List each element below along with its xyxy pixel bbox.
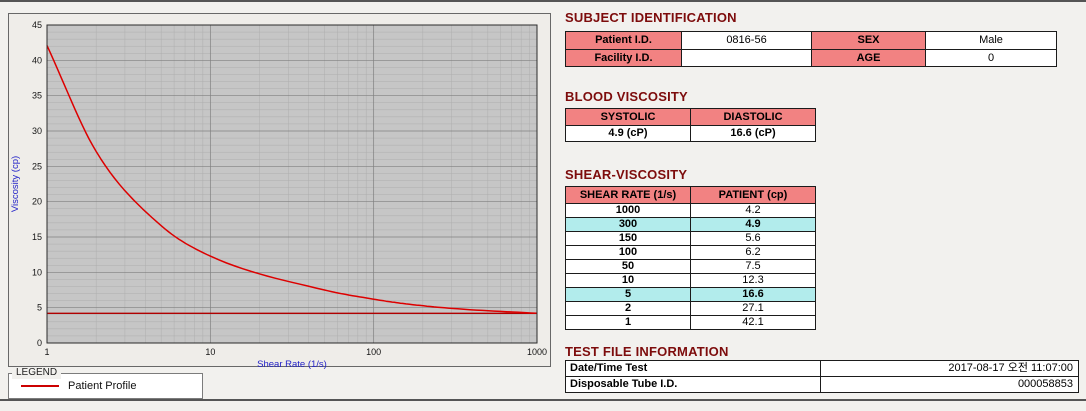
patient-cp-header: PATIENT (cp) [690,186,816,204]
viscosity-cell: 4.2 [690,203,816,218]
shear-rate-cell: 1000 [565,203,691,218]
svg-text:Viscosity (cp): Viscosity (cp) [10,156,21,212]
legend-box: LEGEND Patient Profile [8,367,203,399]
shear-viscosity-title: SHEAR-VISCOSITY [565,167,688,182]
shear-rate-cell: 50 [565,259,691,274]
svg-text:20: 20 [32,197,42,207]
date-time-test-label: Date/Time Test [565,360,821,377]
shear-rate-header: SHEAR RATE (1/s) [565,186,691,204]
shear-rate-cell: 1 [565,315,691,330]
svg-text:15: 15 [32,232,42,242]
patient-profile-label: Patient Profile [68,380,137,392]
shear-rate-cell: 2 [565,301,691,316]
sex-label: SEX [811,31,926,50]
svg-text:100: 100 [366,347,381,357]
test-file-information-table: Date/Time Test 2017-08-17 오전 11:07:00 Di… [565,360,1079,393]
table-row: 10 12.3 [565,273,816,288]
blood-viscosity-title: BLOOD VISCOSITY [565,89,688,104]
svg-text:5: 5 [37,303,42,313]
subject-identification-title: SUBJECT IDENTIFICATION [565,10,737,25]
table-row: 100 6.2 [565,245,816,260]
svg-text:Shear Rate (1/s): Shear Rate (1/s) [257,359,327,370]
shear-rate-cell: 100 [565,245,691,260]
facility-id-label: Facility I.D. [565,49,682,67]
viscosity-chart-panel: 0 5 10 15 20 25 30 35 40 45 1 10 100 1000 Shear Rate (… [8,13,551,370]
shear-rate-cell: 5 [565,287,691,302]
svg-text:35: 35 [32,91,42,101]
shear-viscosity-table: SHEAR RATE (1/s) PATIENT (cp) 1000 4.2 3… [565,186,816,330]
svg-text:30: 30 [32,126,42,136]
svg-text:10: 10 [205,347,215,357]
patient-id-label: Patient I.D. [565,31,682,50]
table-row: Disposable Tube I.D. 000058853 [565,376,1079,393]
viscosity-cell: 6.2 [690,245,816,260]
table-row: 50 7.5 [565,259,816,274]
viscosity-cell: 5.6 [690,231,816,246]
svg-text:10: 10 [32,267,42,277]
legend-entry: Patient Profile [9,374,202,398]
facility-id-value [681,49,812,67]
date-time-test-value: 2017-08-17 오전 11:07:00 [820,360,1079,377]
age-label: AGE [811,49,926,67]
viscosity-cell: 27.1 [690,301,816,316]
viscosity-cell: 16.6 [690,287,816,302]
age-value: 0 [925,49,1057,67]
viscosity-cell: 7.5 [690,259,816,274]
svg-text:25: 25 [32,161,42,171]
disposable-tube-id-value: 000058853 [820,376,1079,393]
subject-identification-table: Patient I.D. 0816-56 SEX Male Facility I… [565,31,1057,67]
top-divider [0,0,1086,2]
table-row: Facility I.D. AGE 0 [565,49,1057,67]
systolic-header: SYSTOLIC [565,108,691,126]
table-row: 150 5.6 [565,231,816,246]
test-file-information-title: TEST FILE INFORMATION [565,344,729,359]
shear-rate-cell: 150 [565,231,691,246]
svg-text:1: 1 [44,347,49,357]
table-row: 2 27.1 [565,301,816,316]
viscosity-chart: 0 5 10 15 20 25 30 35 40 45 1 10 100 1000 Shear Rate (… [10,20,547,370]
table-row: SYSTOLIC DIASTOLIC [565,108,816,126]
svg-text:0: 0 [37,338,42,348]
table-row: Patient I.D. 0816-56 SEX Male [565,31,1057,50]
diastolic-header: DIASTOLIC [690,108,816,126]
viscosity-cell: 42.1 [690,315,816,330]
svg-text:40: 40 [32,55,42,65]
patient-profile-line-swatch [21,385,59,387]
table-row: 1000 4.2 [565,203,816,218]
shear-rate-cell: 10 [565,273,691,288]
patient-id-value: 0816-56 [681,31,812,50]
table-row: 1 42.1 [565,315,816,330]
svg-text:1000: 1000 [527,347,547,357]
systolic-value: 4.9 (cP) [565,125,691,142]
bottom-divider [0,399,1086,401]
table-header-row: SHEAR RATE (1/s) PATIENT (cp) [565,186,816,204]
sex-value: Male [925,31,1057,50]
table-row: Date/Time Test 2017-08-17 오전 11:07:00 [565,360,1079,377]
blood-viscosity-table: SYSTOLIC DIASTOLIC 4.9 (cP) 16.6 (cP) [565,108,816,142]
diastolic-value: 16.6 (cP) [690,125,816,142]
table-row: 300 4.9 [565,217,816,232]
disposable-tube-id-label: Disposable Tube I.D. [565,376,821,393]
viscosity-cell: 4.9 [690,217,816,232]
viscosity-cell: 12.3 [690,273,816,288]
table-row: 5 16.6 [565,287,816,302]
table-row: 4.9 (cP) 16.6 (cP) [565,125,816,142]
svg-text:45: 45 [32,20,42,30]
legend-title: LEGEND [12,367,62,379]
shear-rate-cell: 300 [565,217,691,232]
